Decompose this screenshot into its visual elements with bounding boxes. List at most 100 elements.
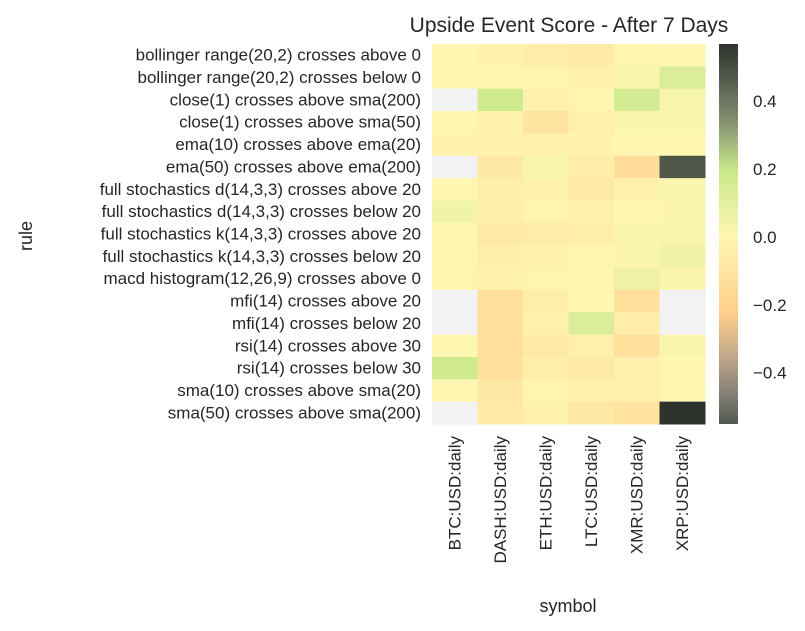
heatmap-cell	[568, 133, 615, 157]
heatmap-cell	[614, 155, 660, 179]
heatmap-cell	[659, 111, 706, 134]
heatmap-cell	[477, 133, 524, 157]
heatmap-cell	[614, 356, 660, 380]
colorbar-ticks: 0.4 0.2 0.0 −0.2 −0.4	[753, 92, 787, 382]
heatmap-cell	[659, 267, 706, 291]
chart-title: Upside Event Score - After 7 Days	[410, 14, 729, 37]
heatmap-cell	[614, 312, 660, 336]
column-tick-label: LTC:USD:daily	[582, 436, 601, 548]
column-tick-labels: BTC:USD:daily DASH:USD:daily ETH:USD:daily…	[445, 436, 692, 564]
row-tick-label: full stochastics d(14,3,3) crosses below…	[102, 202, 421, 221]
heatmap-cell	[523, 356, 569, 380]
heatmap-cell	[568, 289, 615, 313]
heatmap-cell	[614, 44, 660, 67]
heatmap-cell	[432, 200, 478, 224]
row-tick-label: rsi(14) crosses below 30	[237, 359, 421, 378]
heatmap-cell	[432, 133, 478, 157]
heatmap-cell	[432, 312, 478, 336]
heatmap-cell	[568, 178, 615, 201]
heatmap-cell	[614, 178, 660, 201]
heatmap-cell	[568, 401, 615, 425]
heatmap-cell	[659, 356, 706, 380]
heatmap-cell	[432, 245, 478, 269]
heatmap-cell	[432, 66, 478, 90]
heatmap-cell	[477, 222, 524, 246]
row-tick-label: full stochastics k(14,3,3) crosses above…	[101, 225, 421, 244]
heatmap-cell	[568, 312, 615, 336]
heatmap-cell	[432, 178, 478, 201]
row-tick-label: ema(10) crosses above ema(20)	[175, 135, 421, 154]
column-tick-label: ETH:USD:daily	[536, 436, 555, 551]
heatmap-cell	[614, 88, 660, 112]
heatmap-cell	[523, 111, 569, 134]
heatmap-cell	[523, 267, 569, 291]
heatmap-cell	[477, 289, 524, 313]
heatmap-cell	[523, 66, 569, 90]
heatmap-cell	[659, 155, 706, 179]
heatmap-cell	[432, 155, 478, 179]
heatmap-cell	[568, 356, 615, 380]
heatmap-cell	[477, 111, 524, 134]
heatmap-cell	[523, 222, 569, 246]
heatmap-cell	[523, 312, 569, 336]
heatmap-cell	[523, 200, 569, 224]
heatmap-cell	[432, 334, 478, 358]
heatmap-cell	[659, 66, 706, 90]
heatmap-cell	[659, 334, 706, 358]
heatmap-cell	[614, 222, 660, 246]
heatmap-cell	[614, 289, 660, 313]
heatmap-cell	[568, 267, 615, 291]
heatmap-cell	[477, 312, 524, 336]
heatmap-cell	[614, 200, 660, 224]
heatmap-cell	[659, 133, 706, 157]
row-tick-label: full stochastics k(14,3,3) crosses below…	[103, 247, 421, 266]
heatmap-cell	[614, 245, 660, 269]
row-tick-label: bollinger range(20,2) crosses above 0	[136, 46, 421, 65]
row-tick-label: macd histogram(12,26,9) crosses above 0	[104, 269, 422, 288]
row-tick-label: mfi(14) crosses above 20	[230, 292, 421, 311]
heatmap-cell	[477, 155, 524, 179]
column-tick-label: XRP:USD:daily	[673, 436, 692, 552]
heatmap-cell	[432, 111, 478, 134]
heatmap-cell	[477, 379, 524, 403]
row-tick-label: sma(50) crosses above sma(200)	[168, 403, 421, 422]
column-tick-label: DASH:USD:daily	[491, 436, 510, 564]
heatmap-cell	[523, 178, 569, 201]
heatmap-cell	[477, 200, 524, 224]
heatmap-cell	[614, 379, 660, 403]
column-tick-label: BTC:USD:daily	[445, 436, 464, 551]
colorbar-tick-label: −0.4	[753, 364, 787, 383]
colorbar-tick-label: −0.2	[753, 296, 787, 315]
heatmap-cell	[432, 88, 478, 112]
row-tick-label: close(1) crosses above sma(200)	[170, 90, 421, 109]
heatmap-cell	[432, 379, 478, 403]
heatmap-cell	[523, 289, 569, 313]
heatmap-cell	[659, 312, 706, 336]
colorbar-tick-label: 0.4	[753, 92, 777, 111]
heatmap-cell	[523, 245, 569, 269]
heatmap-cell	[614, 111, 660, 134]
heatmap-cell	[614, 133, 660, 157]
heatmap-cell	[432, 267, 478, 291]
column-tick-label: XMR:USD:daily	[627, 436, 646, 555]
heatmap-cell	[659, 200, 706, 224]
heatmap-cell	[568, 222, 615, 246]
heatmap-cell	[659, 379, 706, 403]
colorbar-tick-label: 0.0	[753, 228, 777, 247]
x-axis-label: symbol	[539, 596, 596, 616]
heatmap-cell	[659, 222, 706, 246]
heatmap-cell	[523, 88, 569, 112]
heatmap-cell	[614, 66, 660, 90]
row-tick-label: sma(10) crosses above sma(20)	[177, 381, 421, 400]
heatmap-cell	[477, 88, 524, 112]
heatmap-cell	[568, 88, 615, 112]
heatmap-cell	[568, 200, 615, 224]
heatmap-cell	[477, 356, 524, 380]
heatmap-cell	[568, 44, 615, 67]
heatmap-cell	[659, 289, 706, 313]
heatmap-cell	[432, 401, 478, 425]
colorbar-tick-label: 0.2	[753, 160, 777, 179]
heatmap-cell	[568, 334, 615, 358]
heatmap-cell	[432, 289, 478, 313]
